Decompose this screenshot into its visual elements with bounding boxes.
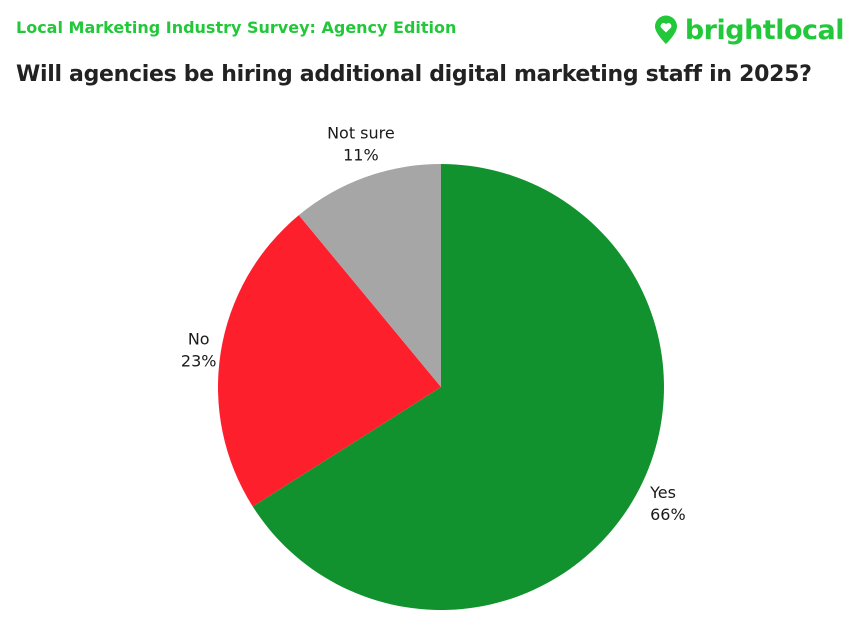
brand-name: brightlocal [684, 14, 845, 46]
pie-label-name: Not sure [327, 124, 395, 143]
pie-slice-no [217, 215, 441, 507]
pie-label-name: No [188, 330, 210, 349]
map-pin-heart-icon [654, 15, 677, 45]
pie-label-not-sure: Not sure 11% [327, 124, 395, 165]
pie-label-value: 11% [343, 146, 379, 165]
pie-label-value: 23% [181, 352, 217, 371]
survey-supertitle: Local Marketing Industry Survey: Agency … [16, 18, 457, 37]
pie-labels: Yes 66% No 23% Not sure 11% [181, 124, 686, 524]
pie-label-value: 66% [650, 505, 686, 524]
pie-slice-yes [252, 164, 664, 610]
brand-logo: brightlocal [652, 10, 845, 50]
pie-slices [217, 164, 664, 610]
pie-slice-not-sure [298, 164, 441, 387]
pie-label-no: No 23% [181, 330, 217, 371]
chart-title: Will agencies be hiring additional digit… [16, 62, 812, 87]
pie-label-name: Yes [649, 483, 676, 502]
pie-label-yes: Yes 66% [649, 483, 686, 524]
